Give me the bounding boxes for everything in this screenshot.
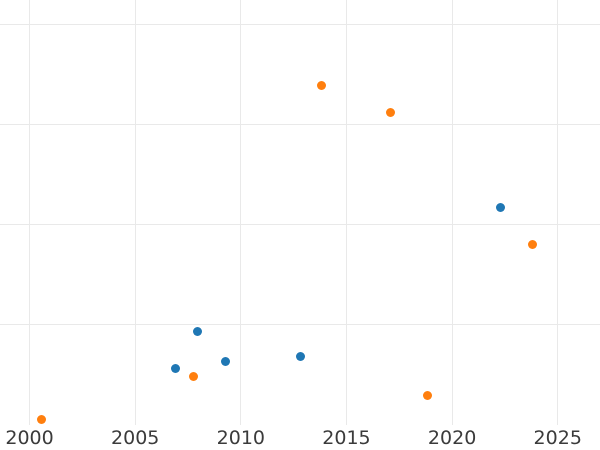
x-tick-label-2020: 2020 — [427, 427, 477, 449]
data-point-orange — [386, 108, 396, 117]
data-point-orange — [316, 81, 326, 90]
data-point-orange — [527, 240, 537, 249]
x-gridline-2020 — [451, 0, 453, 425]
x-tick-label-2025: 2025 — [533, 427, 582, 449]
x-gridline-2010 — [240, 0, 242, 425]
x-gridline-2025 — [557, 0, 559, 425]
x-tick-label-2000: 2000 — [5, 427, 54, 449]
y-gridline-4 — [0, 24, 600, 25]
data-point-orange — [36, 415, 46, 424]
data-point-blue — [170, 364, 180, 373]
x-gridline-2000 — [29, 0, 31, 425]
y-gridline-1 — [0, 324, 600, 325]
y-gridline-3 — [0, 124, 600, 125]
data-point-orange — [423, 391, 433, 400]
data-point-blue — [220, 357, 230, 366]
x-gridline-2005 — [134, 0, 136, 425]
x-tick-label-2005: 2005 — [111, 427, 160, 449]
y-gridline-2 — [0, 224, 600, 225]
data-point-blue — [496, 203, 506, 212]
x-gridline-2015 — [345, 0, 347, 425]
x-tick-label-2015: 2015 — [322, 427, 371, 449]
data-point-blue — [295, 352, 305, 361]
x-tick-label-2010: 2010 — [216, 427, 266, 449]
data-point-orange — [188, 372, 198, 381]
data-point-blue — [193, 327, 203, 336]
